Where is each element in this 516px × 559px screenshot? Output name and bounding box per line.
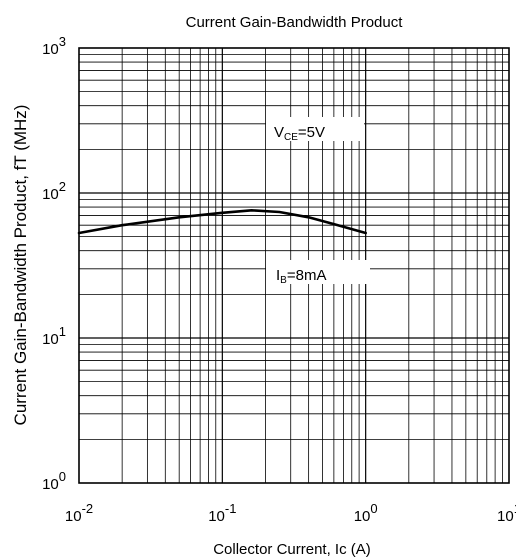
chart-title: Current Gain-Bandwidth Product [186,14,404,31]
y-tick-label: 103 [42,34,66,58]
annotation-vce-rest: =5V [298,124,325,141]
x-axis-label: Collector Current, Ic (A) [213,541,371,558]
y-axis-label: Current Gain-Bandwidth Product, fT (MHz) [11,105,30,426]
y-tick-label: 100 [42,469,66,493]
y-tick-label: 101 [42,324,66,348]
annotation-vce: VCE=5V [274,124,325,143]
y-tick-labels: 100 101 102 103 [42,34,66,493]
x-tick-label: 101 [497,501,516,525]
x-tick-label: 10-2 [65,501,93,525]
x-tick-label: 100 [354,501,378,525]
y-tick-label: 102 [42,179,66,203]
annotation-ib-rest: =8mA [287,267,327,284]
annotation-vce-sub: CE [284,132,298,143]
x-tick-labels: 10-2 10-1 100 101 [65,501,516,525]
annotation-vce-main: V [274,124,284,141]
x-tick-label: 10-1 [208,501,236,525]
